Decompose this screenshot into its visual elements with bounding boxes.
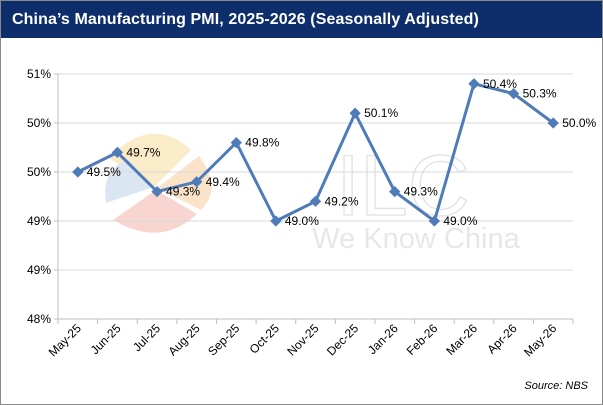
- chart-title: China’s Manufacturing PMI, 2025-2026 (Se…: [12, 10, 479, 28]
- data-label: 50.3%: [523, 87, 557, 101]
- x-axis: May-25 Jun-25 Jul-25 Aug-25 Sep-25 Oct-25 Nov-…: [46, 318, 574, 359]
- data-point: [151, 185, 163, 198]
- data-label: 49.0%: [285, 214, 319, 228]
- data-label: 49.5%: [87, 165, 121, 179]
- y-tick-label: 50%: [27, 165, 51, 179]
- data-labels: 49.5% 49.7% 49.3% 49.4% 49.8% 49.0% 49.2% 50.1%…: [87, 77, 597, 228]
- watermark-logo-mark: [105, 133, 212, 233]
- title-bar: China’s Manufacturing PMI, 2025-2026 (Se…: [1, 1, 602, 38]
- data-label: 49.7%: [126, 145, 160, 159]
- data-point: [349, 107, 361, 119]
- data-label: 49.8%: [245, 136, 279, 150]
- data-label: 50.4%: [483, 77, 517, 91]
- data-label: 49.3%: [166, 185, 200, 199]
- pmi-line-chart: ILC We Know China 51% 50% 50% 49% 49% 48% May…: [27, 67, 597, 359]
- data-label: 49.3%: [404, 185, 438, 199]
- data-label: 50.0%: [562, 116, 596, 130]
- data-point: [468, 78, 480, 90]
- data-point: [270, 215, 282, 227]
- data-label: 49.0%: [443, 214, 477, 228]
- x-tick-label: May-25: [46, 321, 84, 359]
- x-tick-label: Feb-26: [404, 321, 441, 358]
- x-tick-label: Mar-26: [443, 321, 480, 358]
- watermark-tagline: We Know China: [312, 223, 520, 255]
- data-point: [507, 87, 520, 100]
- x-tick-label: Nov-25: [284, 321, 321, 358]
- y-tick-label: 48%: [27, 312, 51, 326]
- data-label: 49.4%: [206, 175, 240, 189]
- ilc-watermark: ILC We Know China: [105, 133, 521, 255]
- data-point: [230, 136, 242, 149]
- data-label: 50.1%: [364, 106, 398, 120]
- x-tick-label: Aug-25: [166, 321, 203, 358]
- x-tick-label: Apr-26: [484, 321, 520, 357]
- data-point: [428, 215, 441, 227]
- data-point: [389, 185, 401, 198]
- x-tick-label: Dec-25: [324, 321, 361, 358]
- x-tick-label: Jul-25: [130, 321, 163, 354]
- data-point: [111, 146, 124, 159]
- x-tick-label: Sep-25: [205, 321, 242, 358]
- x-tick-label: May-26: [521, 321, 559, 359]
- source-note: Source: NBS: [524, 380, 588, 392]
- y-tick-label: 50%: [27, 116, 51, 130]
- y-tick-label: 51%: [27, 67, 51, 81]
- data-point: [72, 166, 84, 178]
- x-tick-label: Oct-25: [247, 321, 283, 357]
- watermark-brand: ILC: [336, 138, 470, 234]
- data-label: 49.2%: [325, 194, 359, 208]
- x-tick-label: Jan-26: [365, 321, 401, 357]
- x-tick-label: Jun-25: [88, 321, 124, 357]
- y-tick-label: 49%: [27, 263, 51, 277]
- y-tick-label: 49%: [27, 214, 51, 228]
- data-point: [190, 176, 203, 188]
- data-point: [309, 195, 322, 208]
- y-axis: 51% 50% 50% 49% 49% 48%: [27, 67, 59, 326]
- gridlines: [58, 73, 573, 320]
